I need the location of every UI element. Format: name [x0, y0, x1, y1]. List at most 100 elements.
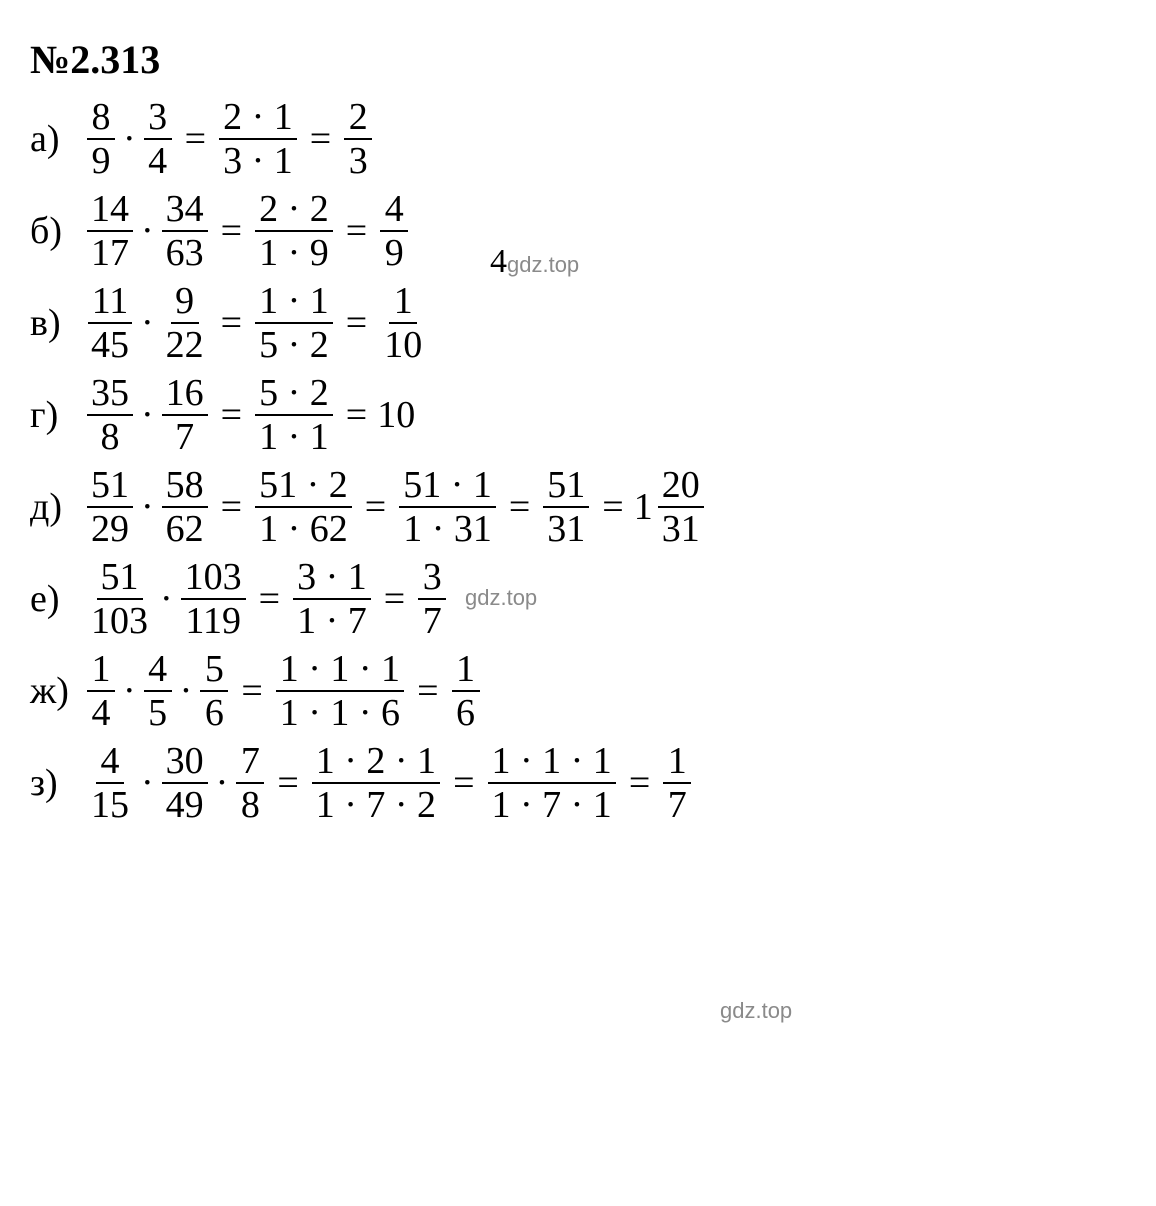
numerator: 1	[452, 650, 480, 692]
watermark-text: 4gdz.top	[490, 245, 579, 279]
fraction: 51 · 11 · 31	[399, 466, 496, 548]
fraction: 89	[87, 98, 115, 180]
equals-sign: =	[346, 212, 367, 250]
fraction: 415	[87, 742, 133, 824]
fraction: 1 · 2 · 11 · 7 · 2	[312, 742, 440, 824]
fraction: 2 · 13 · 1	[219, 98, 297, 180]
denominator: 49	[162, 784, 208, 824]
numerator: 2 · 1	[219, 98, 297, 140]
fraction: 51 · 21 · 62	[255, 466, 352, 548]
integer-result: 10	[377, 396, 415, 434]
numerator: 16	[162, 374, 208, 416]
numerator: 2	[344, 98, 372, 140]
equals-sign: =	[417, 672, 438, 710]
multiply-dot: ·	[216, 764, 229, 802]
numerator: 103	[181, 558, 246, 600]
fraction: 5862	[162, 466, 208, 548]
equals-sign: =	[509, 488, 530, 526]
fraction: 1 · 15 · 2	[255, 282, 333, 364]
numerator: 51	[87, 466, 133, 508]
row-label: з)	[30, 764, 76, 802]
denominator: 10	[380, 324, 426, 364]
equation-row: г)358·167=5 · 21 · 1=10	[30, 374, 1126, 456]
denominator: 63	[162, 232, 208, 272]
fraction: 5131	[543, 466, 589, 548]
numerator: 58	[162, 466, 208, 508]
numerator: 34	[162, 190, 208, 232]
fraction: 17	[663, 742, 691, 824]
fraction: 78	[236, 742, 264, 824]
denominator: 31	[543, 508, 589, 548]
page-container: №2.313 а)89·34=2 · 13 · 1=23б)1417·3463=…	[30, 40, 1126, 824]
equation-row: а)89·34=2 · 13 · 1=23	[30, 98, 1126, 180]
fraction: 110	[380, 282, 426, 364]
numerator: 5 · 2	[255, 374, 333, 416]
equation-row: е)51103·103119=3 · 11 · 7=37	[30, 558, 1126, 640]
fraction: 14	[87, 650, 115, 732]
numerator: 14	[87, 190, 133, 232]
denominator: 7	[663, 784, 691, 824]
numerator: 1 · 1	[255, 282, 333, 324]
equals-sign: =	[453, 764, 474, 802]
numerator: 4	[380, 190, 408, 232]
numerator: 1 · 2 · 1	[312, 742, 440, 784]
row-label: а)	[30, 120, 76, 158]
fraction: 922	[162, 282, 208, 364]
numerator: 30	[162, 742, 208, 784]
fraction: 1 · 1 · 11 · 7 · 1	[488, 742, 616, 824]
numerator: 9	[171, 282, 199, 324]
numerator: 1 · 1 · 1	[276, 650, 404, 692]
numerator: 5	[200, 650, 228, 692]
denominator: 1 · 7 · 2	[312, 784, 440, 824]
watermark-text: gdz.top	[720, 1000, 792, 1022]
fraction: 358	[87, 374, 133, 456]
multiply-dot: ·	[141, 764, 154, 802]
row-label: в)	[30, 304, 76, 342]
denominator: 3 · 1	[219, 140, 297, 180]
fraction: 5129	[87, 466, 133, 548]
denominator: 5 · 2	[255, 324, 333, 364]
multiply-dot: ·	[141, 304, 154, 342]
equals-sign: =	[221, 212, 242, 250]
equation-row: з)415·3049·78=1 · 2 · 11 · 7 · 2=1 · 1 ·…	[30, 742, 1126, 824]
row-label: д)	[30, 488, 76, 526]
equals-sign: =	[602, 488, 623, 526]
denominator: 5	[144, 692, 172, 732]
multiply-dot: ·	[180, 672, 193, 710]
denominator: 1 · 7 · 1	[488, 784, 616, 824]
denominator: 103	[87, 600, 152, 640]
equals-sign: =	[629, 764, 650, 802]
numerator: 51	[97, 558, 143, 600]
fraction: 16	[452, 650, 480, 732]
fraction: 1145	[87, 282, 133, 364]
denominator: 31	[658, 508, 704, 548]
numerator: 7	[236, 742, 264, 784]
equals-sign: =	[221, 396, 242, 434]
numerator: 51 · 2	[255, 466, 352, 508]
numerator: 8	[87, 98, 115, 140]
fraction: 3049	[162, 742, 208, 824]
denominator: 22	[162, 324, 208, 364]
denominator: 1 · 1	[255, 416, 333, 456]
denominator: 45	[87, 324, 133, 364]
numerator: 1 · 1 · 1	[488, 742, 616, 784]
denominator: 62	[162, 508, 208, 548]
fraction: 2031	[658, 466, 704, 548]
equals-sign: =	[346, 396, 367, 434]
fraction: 56	[200, 650, 228, 732]
fraction: 1 · 1 · 11 · 1 · 6	[276, 650, 404, 732]
row-label: ж)	[30, 672, 76, 710]
numerator: 35	[87, 374, 133, 416]
numerator: 51	[543, 466, 589, 508]
numerator: 1	[389, 282, 417, 324]
numerator: 11	[88, 282, 133, 324]
fraction: 34	[144, 98, 172, 180]
numerator: 20	[658, 466, 704, 508]
fraction: 23	[344, 98, 372, 180]
denominator: 3	[344, 140, 372, 180]
row-label: г)	[30, 396, 76, 434]
equals-sign: =	[259, 580, 280, 618]
numerator: 1	[663, 742, 691, 784]
multiply-dot: ·	[160, 580, 173, 618]
fraction: 103119	[181, 558, 246, 640]
